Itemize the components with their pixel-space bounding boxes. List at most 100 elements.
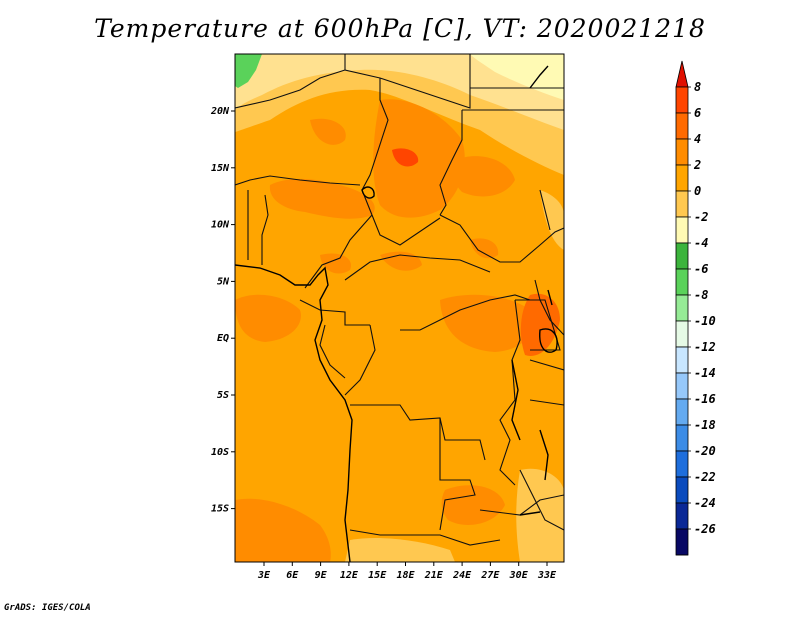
lat-tick-label: 5N	[217, 276, 230, 287]
colorbar-swatch	[675, 294, 689, 322]
colorbar-swatch	[675, 476, 689, 504]
lat-tick-label: 20N	[210, 106, 230, 117]
border-nigeria-benin	[261, 194, 269, 265]
border-tanzania	[529, 359, 564, 406]
field-cool-mozambique	[516, 468, 564, 562]
field-warm-lakes	[520, 293, 560, 356]
field-warm-sudan	[452, 156, 515, 197]
border-car-south	[344, 254, 491, 281]
lake-victoria	[539, 328, 558, 353]
colorbar-top-arrow	[675, 60, 689, 88]
colorbar-swatch	[675, 398, 689, 426]
border-sudan-ssudan	[439, 214, 564, 263]
colorbar-swatch	[675, 528, 689, 556]
colorbar-label: -8	[694, 288, 708, 302]
lat-tick-label: 10S	[211, 447, 229, 458]
colorbar: 8 6 4 2 0 -2 -4 -6 -8 -10 -12 -14 -16 -18 -20 -22 -24 -26	[675, 60, 716, 556]
lat-tick-label: 15N	[211, 163, 230, 174]
border-algeria-niger	[235, 69, 346, 109]
border-cameroon-gabon	[299, 299, 370, 326]
field-warm-ssudan	[470, 238, 499, 259]
field-warm-sahel	[269, 178, 375, 219]
field-green-corner	[235, 54, 262, 88]
colorbar-label: -2	[694, 210, 708, 224]
lon-tick-label: 12E	[340, 570, 359, 581]
lon-tick-label: 24E	[452, 570, 472, 581]
lon-tick-label: 6E	[286, 570, 299, 581]
colorbar-label: -4	[694, 236, 708, 250]
border-angola-namibia	[349, 529, 501, 546]
border-niger-south	[235, 175, 361, 186]
lon-tick-label: 27E	[480, 570, 500, 581]
lon-tick-label: 33E	[537, 570, 557, 581]
colorbar-swatch	[675, 242, 689, 270]
lon-tick-label: 3E	[257, 570, 271, 581]
lat-tick-label: 5S	[217, 390, 229, 401]
border-angola-zambia	[439, 418, 476, 531]
country-borders	[235, 54, 564, 546]
grads-credit: GrADS: IGES/COLA	[4, 603, 91, 613]
map-frame	[234, 53, 565, 563]
colorbar-swatch	[675, 268, 689, 296]
colorbar-swatch	[675, 112, 689, 140]
latitude-axis: 20N 15N 10N 5N EQ 5S 10S 15S	[210, 106, 235, 515]
colorbar-swatch	[675, 450, 689, 478]
colorbar-label: -10	[694, 314, 716, 328]
colorbar-swatch	[675, 372, 689, 400]
field-cool-south	[345, 538, 455, 562]
colorbar-label: -22	[694, 470, 716, 484]
colorbar-label: 4	[694, 132, 701, 146]
lon-tick-label: 9E	[315, 570, 328, 581]
colorbar-label: 2	[693, 158, 701, 172]
colorbar-swatch	[675, 502, 689, 530]
chart-title: Temperature at 600hPa [C], VT: 202002121…	[94, 14, 706, 43]
border-congo-drc	[344, 324, 376, 396]
coast-west-africa	[235, 264, 353, 562]
colorbar-label: -26	[694, 522, 716, 536]
coastline	[235, 65, 558, 562]
colorbar-swatch	[675, 216, 689, 244]
lon-tick-label: 21E	[424, 570, 444, 581]
colorbar-swatch	[675, 424, 689, 452]
lon-tick-label: 30E	[509, 570, 529, 581]
border-chad-car	[371, 214, 441, 246]
red-sea-coast	[529, 65, 549, 89]
border-zambia-zimbabwe	[479, 494, 564, 516]
border-gabon-congo	[319, 324, 346, 379]
field-pale-north	[235, 54, 564, 130]
border-drc-car	[400, 294, 531, 331]
border-chad-sudan	[439, 110, 463, 216]
field-cool-east	[540, 190, 564, 250]
field-warm-gabon	[235, 294, 301, 342]
colorbar-swatch	[675, 138, 689, 166]
longitude-axis: 3E 6E 9E 12E 15E 18E 21E 24E 27E 30E 33E	[257, 562, 557, 581]
field-warm-chad-core	[392, 148, 419, 167]
lat-tick-label: EQ	[217, 333, 229, 344]
kariba	[519, 511, 541, 516]
lake-turkana	[547, 289, 553, 306]
lat-tick-label: 10N	[211, 220, 230, 231]
colorbar-swatch	[675, 86, 689, 114]
lake-malawi	[539, 429, 549, 481]
lat-tick-label: 15S	[211, 504, 229, 515]
colorbar-label: -24	[694, 496, 716, 510]
lake-chad	[361, 186, 375, 199]
colorbar-swatch	[675, 190, 689, 218]
colorbar-label: -18	[694, 418, 716, 432]
colorbar-label: -12	[694, 340, 716, 354]
lake-tanganyika	[511, 359, 521, 441]
field-warm-namibia	[235, 498, 331, 562]
colorbar-label: -6	[694, 262, 708, 276]
border-drc-east	[499, 299, 521, 486]
lon-tick-label: 15E	[368, 570, 387, 581]
border-sudan-internal	[462, 109, 564, 231]
colorbar-swatch	[675, 346, 689, 374]
border-uganda-kenya	[534, 279, 564, 336]
colorbar-swatch	[675, 320, 689, 348]
border-mozambique	[519, 469, 564, 531]
colorbar-label: 6	[694, 106, 701, 120]
colorbar-label: -20	[694, 444, 716, 458]
field-warm-cameroon	[320, 253, 351, 274]
border-nigeria-cameroon	[304, 214, 373, 289]
